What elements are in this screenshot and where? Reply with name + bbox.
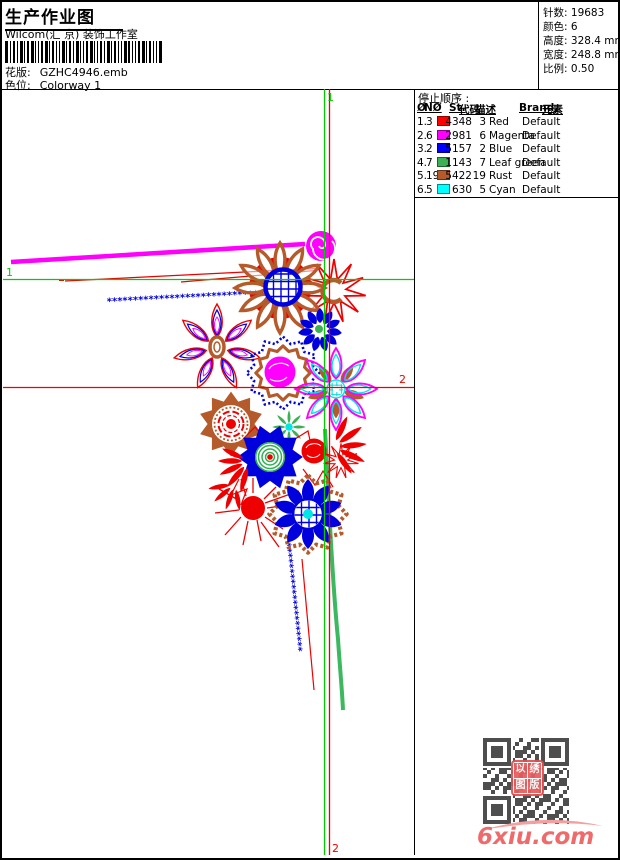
design-height: 高度: 328.4 mm (543, 35, 620, 47)
color-count: 颜色: 6 (543, 21, 578, 33)
start-marker-top: 1 (327, 91, 334, 104)
thread-row: 2. 6 2981 6 Magenta Default (417, 129, 561, 142)
colorway-label: 色位: (5, 79, 31, 92)
stop-sequence-title: 停止顺序 : (418, 92, 470, 105)
thread-color-swatch (437, 183, 450, 194)
red-stem (301, 558, 315, 691)
blue-flower-small (297, 308, 343, 353)
company-name: Wilcom(汇 京) 装饰工作室 (5, 28, 138, 41)
end-marker-bottom: 2 (332, 842, 339, 855)
outline-flower (172, 303, 262, 391)
blue-cross-stitch-stem: ********************* (281, 542, 303, 653)
header: 生产作业图 Wilcom(汇 京) 装饰工作室 花版: GZHC4946.emb … (2, 2, 620, 93)
magenta-disc-flower (245, 335, 321, 411)
pattern-file-line: 花版: GZHC4946.emb (5, 64, 128, 80)
magenta-cyan-flower (294, 347, 378, 431)
colorway-value: Colorway 1 (39, 79, 102, 92)
sunflower (233, 241, 327, 335)
red-leaf-spray-lower (207, 482, 243, 512)
print-scale: 比例: 0.50 (543, 63, 595, 75)
stitch-count: 针数: 19683 (543, 7, 605, 19)
thread-color-swatch (437, 116, 450, 126)
design-width: 宽度: 248.8 mm (543, 49, 620, 61)
pattern-label: 花版: (5, 66, 31, 79)
thread-row: 3. 2 5157 2 Blue Default (417, 143, 561, 155)
magenta-spiral-flower (306, 231, 336, 261)
page-title: 生产作业图 (5, 3, 123, 31)
green-stem (323, 428, 345, 711)
qr-code: 以绣图版 (483, 738, 571, 824)
qr-finder-patterns (483, 738, 569, 824)
thread-color-swatch (437, 129, 450, 140)
stop-sequence-header: Ø NØ St. 代码 描述 Brand 元素 (417, 102, 563, 116)
rust-ring-flower (201, 393, 261, 455)
red-scribble-flower (301, 415, 367, 479)
guide-lines: 1 1 2 2 (3, 89, 414, 855)
start-marker-left: 1 (6, 266, 13, 279)
watermark-stamp: 以绣图版 (511, 760, 544, 796)
end-marker-right: 2 (399, 373, 406, 386)
thread-row: 4. 7 1143 7 Leaf green Default (417, 156, 561, 169)
right-panel: 停止顺序 : Ø NØ St. 代码 描述 Brand 元素 1. 3 4348 3 R… (414, 89, 618, 855)
watermark-text: 6xiu.com (477, 824, 595, 850)
blue-flower-large (269, 475, 346, 552)
blue-gear-flower (231, 417, 309, 497)
thread-row: 1. 3 4348 3 Red Default (417, 116, 561, 128)
green-flower-small (272, 410, 306, 444)
barcode (5, 41, 162, 63)
thread-color-swatch (437, 156, 450, 167)
thread-row: 6. 5 630 5 Cyan Default (417, 183, 561, 196)
thread-color-swatch (437, 170, 450, 180)
colorway-line: 色位: Colorway 1 (5, 77, 101, 93)
red-spiky-sun (214, 478, 300, 548)
logo-swoosh-icon (483, 819, 603, 830)
thread-row: 5. 19 5422 19 Rust Default (417, 170, 561, 182)
pattern-value: GZHC4946.emb (39, 66, 128, 79)
design-info-panel: 针数: 19683 颜色: 6 高度: 328.4 mm 宽度: 248.8 m… (538, 2, 620, 89)
thread-color-swatch (437, 143, 450, 153)
watermark-logo: 6xiu.com (475, 819, 605, 852)
stop-sequence-table: 停止顺序 : Ø NØ St. 代码 描述 Brand 元素 1. 3 4348 3 R… (415, 89, 618, 198)
design-canvas: ****************************** *********… (3, 89, 414, 855)
